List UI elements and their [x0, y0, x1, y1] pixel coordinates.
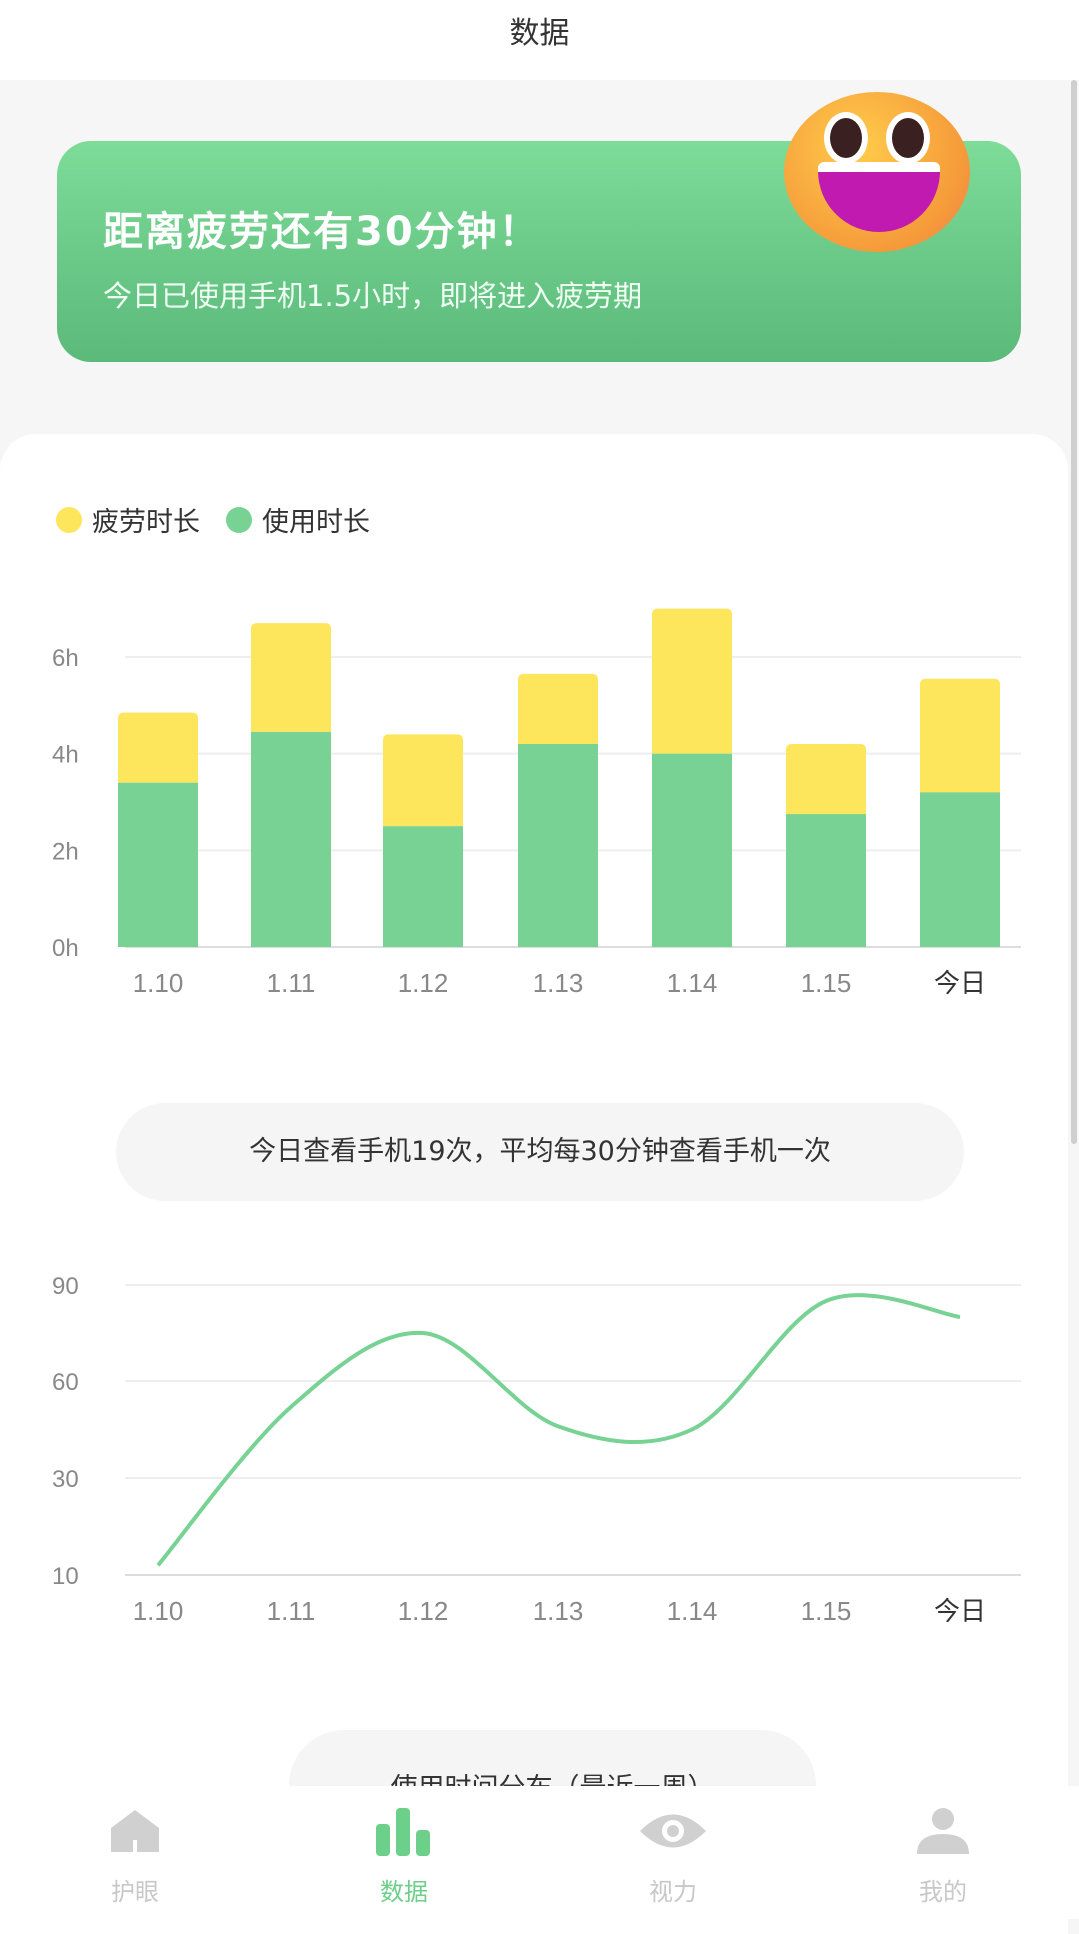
y-tick-label: 60	[52, 1369, 79, 1396]
bar-usage	[652, 753, 732, 947]
bar-usage	[251, 731, 331, 947]
user-icon	[917, 1808, 969, 1854]
bar-chart-icon	[376, 1808, 430, 1856]
x-tick-label: 1.13	[533, 968, 584, 998]
tab-mine[interactable]: 我的	[863, 1786, 1023, 1919]
x-tick-label: 1.13	[533, 1596, 584, 1626]
legend-fatigue: 疲劳时长	[56, 500, 200, 539]
x-tick-label: 1.11	[267, 1596, 316, 1626]
bar-usage	[118, 782, 198, 947]
bar-usage	[920, 792, 1000, 947]
legend-label: 疲劳时长	[92, 507, 200, 538]
banner-subtitle: 今日已使用手机1.5小时，即将进入疲劳期	[103, 279, 643, 313]
legend-dot-icon	[56, 506, 82, 533]
header: 数据	[0, 0, 1079, 80]
y-tick-label: 30	[52, 1466, 79, 1493]
y-tick-label: 4h	[52, 742, 79, 769]
x-tick-label: 1.14	[667, 968, 718, 998]
bar-fatigue	[786, 744, 866, 815]
bar-fatigue	[920, 678, 1000, 793]
bar-usage	[786, 814, 866, 947]
x-tick-label: 1.10	[133, 968, 184, 998]
banner-title: 距离疲劳还有30分钟！	[103, 209, 541, 255]
legend-label: 使用时长	[262, 507, 370, 538]
tab-label: 视力	[649, 1878, 697, 1906]
y-tick-label: 2h	[52, 838, 79, 865]
check-count-pill: 今日查看手机19次，平均每30分钟查看手机一次	[116, 1103, 964, 1201]
y-tick-label: 10	[52, 1563, 79, 1590]
x-tick-label: 1.12	[398, 968, 449, 998]
x-tick-label: 1.10	[133, 1596, 184, 1626]
x-tick-label: 1.11	[267, 968, 316, 998]
bar-fatigue	[652, 608, 732, 754]
check-line-chart: 10 30 60 90 1.10 1.11 1.12 1.13 1.14 1.15 今日	[52, 1273, 1021, 1626]
tab-label: 数据	[380, 1878, 428, 1906]
x-tick-label: 1.15	[801, 1596, 852, 1626]
scrollbar[interactable]	[1071, 80, 1077, 1144]
x-tick-label: 今日	[934, 1596, 986, 1626]
usage-bar-chart: 0h 2h 4h 6h 1.10 1.11 1.12 1.13 1.14 1.15 今日	[52, 608, 1021, 998]
bar-fatigue	[118, 712, 198, 783]
bar-fatigue	[518, 673, 598, 744]
tab-label: 我的	[919, 1878, 967, 1906]
bar-fatigue	[383, 734, 463, 827]
y-tick-label: 90	[52, 1273, 79, 1300]
bar-usage	[383, 826, 463, 947]
tab-data[interactable]: 数据	[324, 1786, 484, 1919]
grinning-emoji-icon	[784, 92, 970, 252]
legend-usage: 使用时长	[226, 500, 370, 539]
bar-fatigue	[251, 623, 331, 732]
tab-vision[interactable]: 视力	[593, 1786, 753, 1919]
legend-dot-icon	[226, 506, 252, 533]
eye-icon	[640, 1814, 706, 1848]
y-tick-label: 0h	[52, 935, 79, 962]
y-tick-label: 6h	[52, 645, 79, 672]
x-tick-label: 1.14	[667, 1596, 718, 1626]
tab-bar: 护眼 数据 视力 我的	[0, 1786, 1079, 1919]
bar-legend: 疲劳时长 使用时长	[56, 500, 370, 539]
tab-label: 护眼	[111, 1878, 159, 1906]
x-tick-label: 1.15	[801, 968, 852, 998]
home-icon	[111, 1810, 159, 1852]
page-title: 数据	[509, 16, 570, 51]
bar-usage	[518, 744, 598, 947]
tab-eye-care[interactable]: 护眼	[55, 1786, 215, 1919]
x-tick-label: 今日	[934, 968, 986, 998]
series-line	[156, 1293, 961, 1567]
x-tick-label: 1.12	[398, 1596, 449, 1626]
